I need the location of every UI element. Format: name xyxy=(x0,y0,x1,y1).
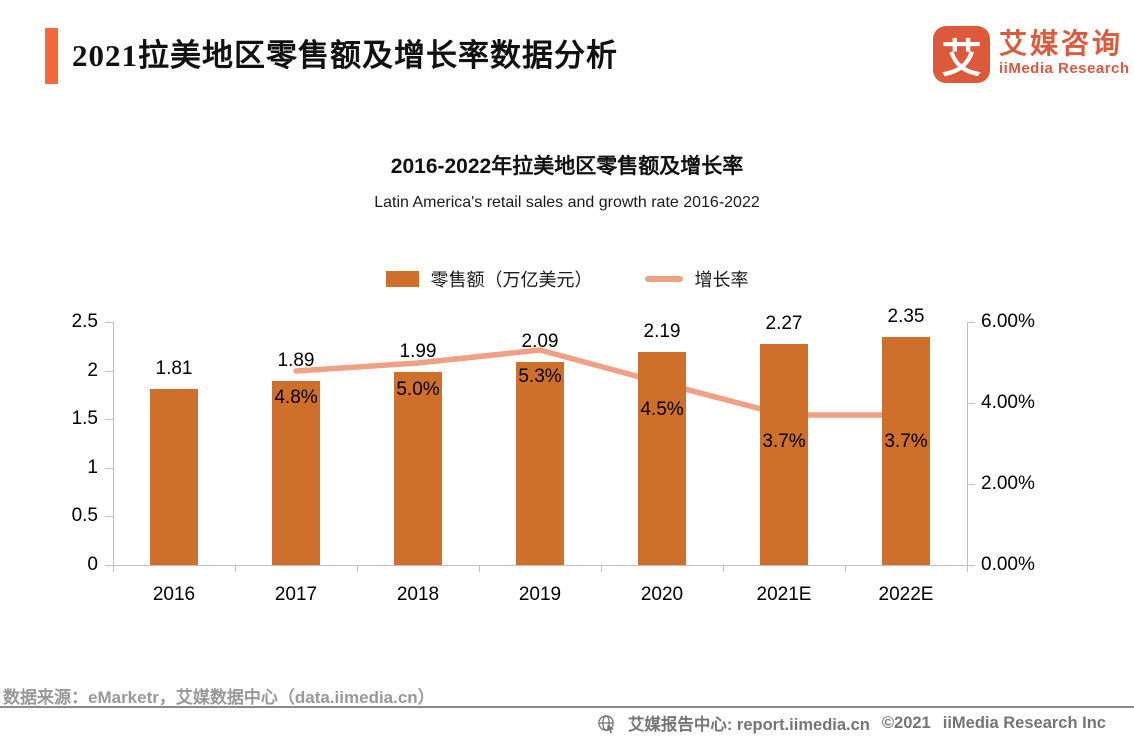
right-axis-tick-label: 6.00% xyxy=(981,311,1035,332)
x-axis-tick xyxy=(601,565,602,572)
y-axis-tick-label: 2 xyxy=(87,360,98,381)
growth-rate-label: 4.8% xyxy=(274,387,318,408)
x-axis-label-2019: 2019 xyxy=(518,584,562,605)
y-axis-tick xyxy=(105,468,113,469)
growth-rate-label: 3.7% xyxy=(762,431,806,452)
footer-bar: 艾媒报告中心: report.iimedia.cn ©2021 iiMedia … xyxy=(597,711,1106,735)
growth-rate-label: 4.5% xyxy=(640,399,684,420)
right-axis-tick-label: 0.00% xyxy=(981,554,1035,575)
bar-2017 xyxy=(272,381,320,565)
right-axis-tick xyxy=(967,322,975,323)
x-axis-label-2020: 2020 xyxy=(640,584,684,605)
legend-line-label: 增长率 xyxy=(694,270,749,290)
bar-2020 xyxy=(638,352,686,565)
y-axis-tick-label: 1.5 xyxy=(71,408,98,429)
chart-legend: 零售额（万亿美元） 增长率 xyxy=(0,266,1134,292)
iimedia-logo-icon: 艾 xyxy=(933,26,990,83)
bar-value-label: 2.19 xyxy=(643,321,681,342)
x-axis-tick xyxy=(845,565,846,572)
y-axis-tick-label: 1 xyxy=(87,457,98,478)
bar-2016 xyxy=(150,389,198,565)
x-axis-label-2016: 2016 xyxy=(152,584,196,605)
right-axis-tick xyxy=(967,403,975,404)
bar-value-label: 1.81 xyxy=(155,358,193,379)
x-axis-label-2018: 2018 xyxy=(396,584,440,605)
right-axis-line xyxy=(967,322,968,565)
x-axis-tick xyxy=(479,565,480,572)
x-axis-tick xyxy=(357,565,358,572)
chart-title: 2016-2022年拉美地区零售额及增长率 xyxy=(390,155,744,178)
page-title: 2021拉美地区零售额及增长率数据分析 xyxy=(72,38,618,73)
right-axis-tick-label: 4.00% xyxy=(981,392,1035,413)
bar-value-label: 1.89 xyxy=(277,350,315,371)
right-axis-tick-label: 2.00% xyxy=(981,473,1035,494)
growth-rate-label: 3.7% xyxy=(884,431,928,452)
growth-rate-label: 5.3% xyxy=(518,366,562,387)
logo-glyph: 艾 xyxy=(941,36,982,81)
right-axis-tick xyxy=(967,484,975,485)
bar-value-label: 1.99 xyxy=(399,341,437,362)
brand-text: 艾媒咨询 iiMedia Research xyxy=(999,26,1130,77)
y-axis-tick-label: 0 xyxy=(87,554,98,575)
right-axis-tick xyxy=(967,565,975,566)
copyright-text: ©2021 xyxy=(881,713,931,732)
bar-value-label: 2.09 xyxy=(521,331,559,352)
legend-bar-swatch xyxy=(385,271,419,287)
bar-2019 xyxy=(516,362,564,565)
bar-value-label: 2.35 xyxy=(887,306,925,327)
y-axis-tick-label: 0.5 xyxy=(71,505,98,526)
company-name: iiMedia Research Inc xyxy=(942,713,1106,732)
y-axis-tick xyxy=(105,516,113,517)
bar-2018 xyxy=(394,372,442,565)
y-axis-tick xyxy=(105,371,113,372)
chart-subtitle: Latin America's retail sales and growth … xyxy=(374,194,760,211)
x-axis-tick xyxy=(723,565,724,572)
report-center-link: 艾媒报告中心: report.iimedia.cn xyxy=(627,716,870,734)
data-source-note: 数据来源：eMarketr，艾媒数据中心（data.iimedia.cn） xyxy=(3,688,435,707)
y-axis-tick-label: 2.5 xyxy=(71,311,98,332)
growth-rate-label: 5.0% xyxy=(396,379,440,400)
left-axis-line xyxy=(113,322,114,565)
x-axis-tick xyxy=(967,565,968,572)
x-axis-tick xyxy=(113,565,114,572)
x-axis-tick xyxy=(235,565,236,572)
brand-logo: 艾 艾媒咨询 iiMedia Research xyxy=(933,26,1130,83)
x-axis-line xyxy=(105,565,975,566)
bar-2022E xyxy=(882,337,930,565)
footer-divider xyxy=(0,706,1134,708)
globe-icon xyxy=(598,714,614,733)
header-accent-bar xyxy=(45,28,58,84)
x-axis-label-2017: 2017 xyxy=(274,584,318,605)
bar-2021E xyxy=(760,344,808,565)
brand-name-cn: 艾媒咨询 xyxy=(999,28,1124,59)
bar-value-label: 2.27 xyxy=(765,313,803,334)
y-axis-tick xyxy=(105,322,113,323)
x-axis-label-2022E: 2022E xyxy=(878,584,934,605)
y-axis-tick xyxy=(105,565,113,566)
y-axis-tick xyxy=(105,419,113,420)
legend-bar-label: 零售额（万亿美元） xyxy=(430,270,593,290)
brand-name-en: iiMedia Research xyxy=(999,59,1130,77)
x-axis-label-2021E: 2021E xyxy=(756,584,812,605)
legend-line-swatch xyxy=(644,276,683,282)
